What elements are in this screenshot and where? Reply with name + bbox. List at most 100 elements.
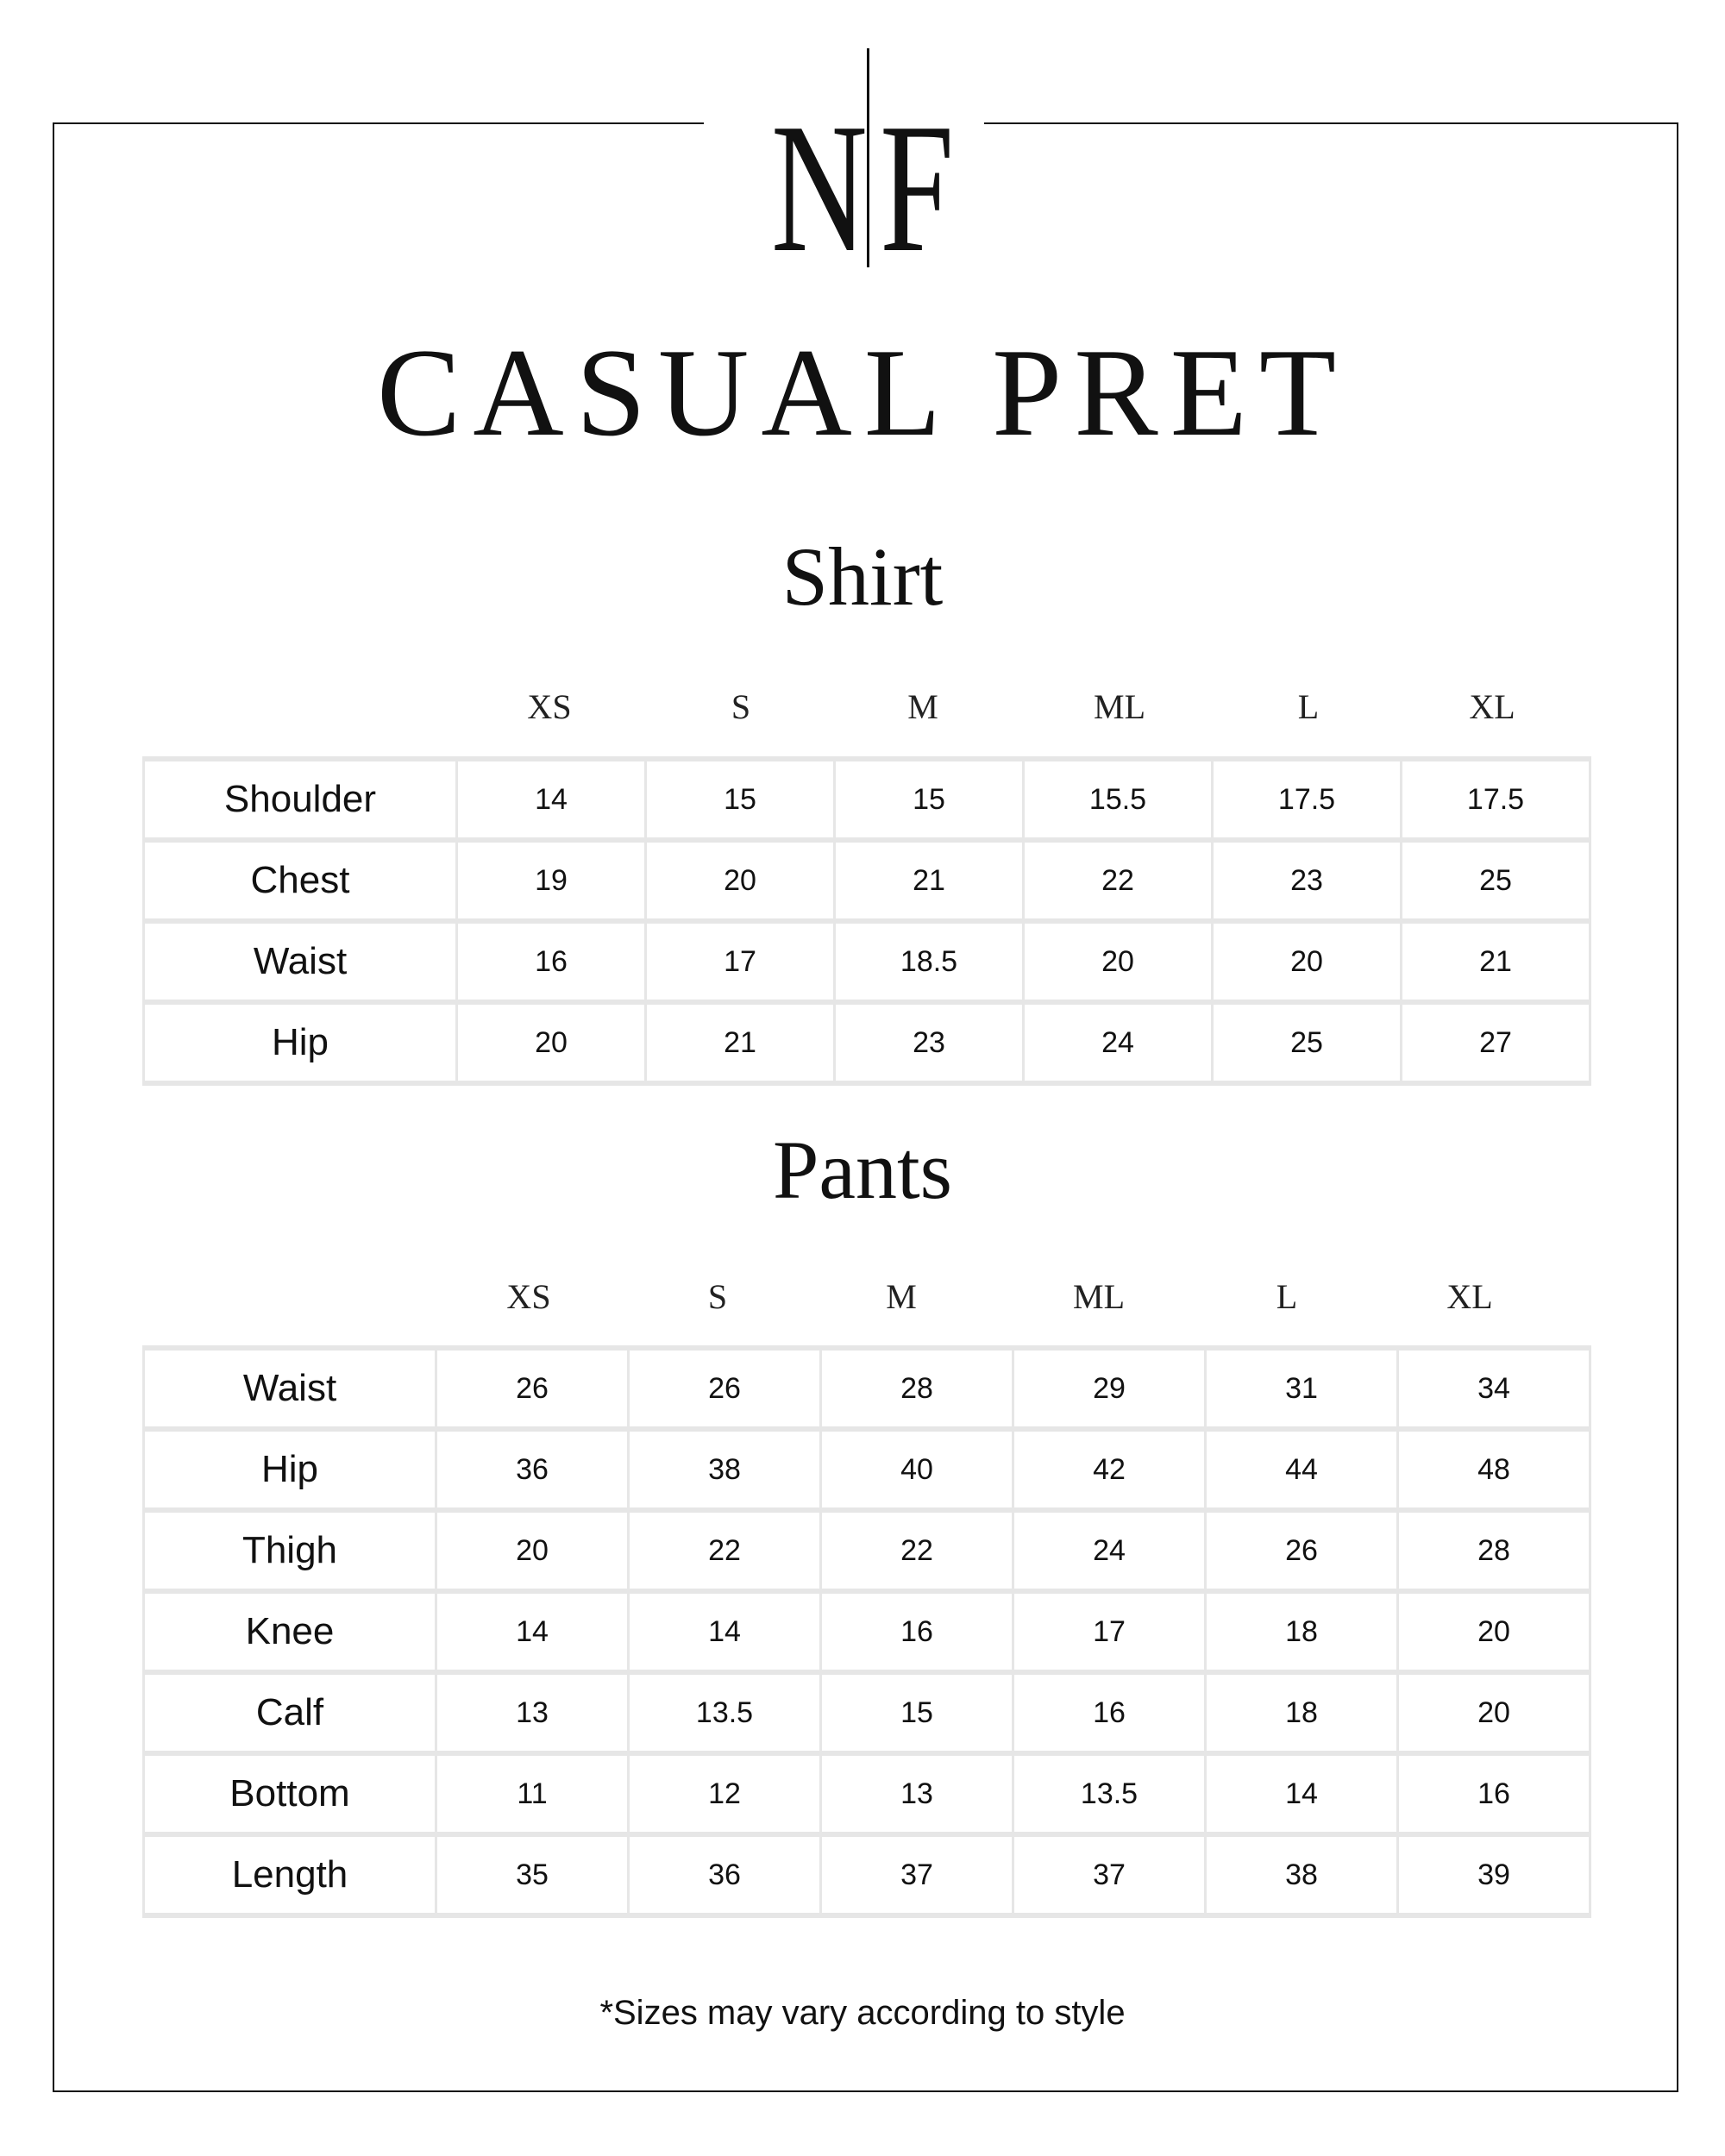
table-cell: 17.5 — [1400, 756, 1591, 843]
pants-size-header: XS S M ML L XL — [0, 1276, 1725, 1319]
table-row: Calf 13 13.5 15 16 18 20 — [142, 1670, 1591, 1756]
row-label: Knee — [142, 1589, 437, 1675]
brand-logo: N F — [759, 48, 966, 280]
table-cell: 38 — [1204, 1832, 1399, 1918]
table-cell: 36 — [627, 1832, 822, 1918]
table-cell: 40 — [819, 1426, 1014, 1513]
size-label: XL — [1469, 687, 1515, 726]
table-cell: 21 — [1400, 918, 1591, 1005]
table-cell: 48 — [1396, 1426, 1591, 1513]
table-cell: 18 — [1204, 1589, 1399, 1675]
table-row: Shoulder 14 15 15 15.5 17.5 17.5 — [142, 756, 1591, 843]
row-label: Hip — [142, 1000, 458, 1086]
row-label: Thigh — [142, 1507, 437, 1594]
logo-letter-n: N — [771, 85, 868, 291]
table-cell: 24 — [1012, 1507, 1207, 1594]
row-label: Calf — [142, 1670, 437, 1756]
table-cell: 28 — [819, 1345, 1014, 1432]
table-cell: 14 — [1204, 1751, 1399, 1837]
table-row: Waist 26 26 28 29 31 34 — [142, 1345, 1591, 1432]
table-cell: 20 — [1396, 1670, 1591, 1756]
table-cell: 20 — [455, 1000, 647, 1086]
table-row: Chest 19 20 21 22 23 25 — [142, 837, 1591, 924]
table-row: Length 35 36 37 37 38 39 — [142, 1832, 1591, 1918]
table-cell: 13 — [819, 1751, 1014, 1837]
size-label: XS — [527, 687, 572, 726]
table-cell: 39 — [1396, 1832, 1591, 1918]
row-label: Waist — [142, 918, 458, 1005]
table-cell: 14 — [435, 1589, 630, 1675]
page-title: CASUAL PRET — [376, 323, 1349, 462]
table-cell: 20 — [1211, 918, 1402, 1005]
table-cell: 22 — [627, 1507, 822, 1594]
shirt-size-table: Shoulder 14 15 15 15.5 17.5 17.5 Chest 19 20 21 22 2… — [142, 756, 1591, 1086]
table-cell: 16 — [819, 1589, 1014, 1675]
table-row: Hip 20 21 23 24 25 27 — [142, 1000, 1591, 1086]
table-cell: 42 — [1012, 1426, 1207, 1513]
table-cell: 16 — [455, 918, 647, 1005]
table-cell: 27 — [1400, 1000, 1591, 1086]
table-cell: 17.5 — [1211, 756, 1402, 843]
table-cell: 18 — [1204, 1670, 1399, 1756]
table-cell: 26 — [627, 1345, 822, 1432]
table-cell: 23 — [1211, 837, 1402, 924]
size-label: ML — [1073, 1277, 1125, 1316]
logo-divider — [867, 48, 869, 267]
table-cell: 16 — [1012, 1670, 1207, 1756]
size-label: XS — [506, 1277, 551, 1316]
table-cell: 29 — [1012, 1345, 1207, 1432]
table-cell: 35 — [435, 1832, 630, 1918]
size-label: S — [707, 1277, 728, 1316]
table-cell: 13 — [435, 1670, 630, 1756]
row-label: Shoulder — [142, 756, 458, 843]
table-row: Bottom 11 12 13 13.5 14 16 — [142, 1751, 1591, 1837]
table-cell: 15 — [819, 1670, 1014, 1756]
table-cell: 38 — [627, 1426, 822, 1513]
table-cell: 37 — [1012, 1832, 1207, 1918]
table-cell: 11 — [435, 1751, 630, 1837]
table-cell: 20 — [1022, 918, 1214, 1005]
table-cell: 15 — [644, 756, 836, 843]
table-row: Waist 16 17 18.5 20 20 21 — [142, 918, 1591, 1005]
pants-title: Pants — [772, 1124, 953, 1216]
table-cell: 24 — [1022, 1000, 1214, 1086]
table-cell: 44 — [1204, 1426, 1399, 1513]
table-row: Knee 14 14 16 17 18 20 — [142, 1589, 1591, 1675]
table-cell: 13.5 — [627, 1670, 822, 1756]
frame-gap — [704, 117, 984, 129]
table-cell: 36 — [435, 1426, 630, 1513]
row-label: Chest — [142, 837, 458, 924]
table-cell: 20 — [435, 1507, 630, 1594]
table-cell: 23 — [833, 1000, 1025, 1086]
table-cell: 34 — [1396, 1345, 1591, 1432]
table-cell: 22 — [819, 1507, 1014, 1594]
table-cell: 21 — [644, 1000, 836, 1086]
table-cell: 12 — [627, 1751, 822, 1837]
table-cell: 14 — [627, 1589, 822, 1675]
size-label: L — [1276, 1277, 1298, 1316]
size-label: ML — [1094, 687, 1145, 726]
table-cell: 28 — [1396, 1507, 1591, 1594]
table-cell: 20 — [644, 837, 836, 924]
size-label: M — [907, 687, 938, 726]
size-label: S — [731, 687, 751, 726]
footnote: *Sizes may vary according to style — [599, 1994, 1126, 2032]
table-cell: 19 — [455, 837, 647, 924]
table-cell: 14 — [455, 756, 647, 843]
shirt-title: Shirt — [781, 530, 944, 623]
table-cell: 26 — [1204, 1507, 1399, 1594]
table-cell: 20 — [1396, 1589, 1591, 1675]
table-cell: 37 — [819, 1832, 1014, 1918]
pants-size-table: Waist 26 26 28 29 31 34 Hip 36 38 40 42 44 48 Thigh 20 2… — [142, 1345, 1591, 1918]
row-label: Waist — [142, 1345, 437, 1432]
table-cell: 17 — [644, 918, 836, 1005]
table-row: Hip 36 38 40 42 44 48 — [142, 1426, 1591, 1513]
table-cell: 15.5 — [1022, 756, 1214, 843]
table-cell: 16 — [1396, 1751, 1591, 1837]
row-label: Bottom — [142, 1751, 437, 1837]
table-cell: 31 — [1204, 1345, 1399, 1432]
table-cell: 25 — [1400, 837, 1591, 924]
table-cell: 26 — [435, 1345, 630, 1432]
table-row: Thigh 20 22 22 24 26 28 — [142, 1507, 1591, 1594]
table-cell: 17 — [1012, 1589, 1207, 1675]
